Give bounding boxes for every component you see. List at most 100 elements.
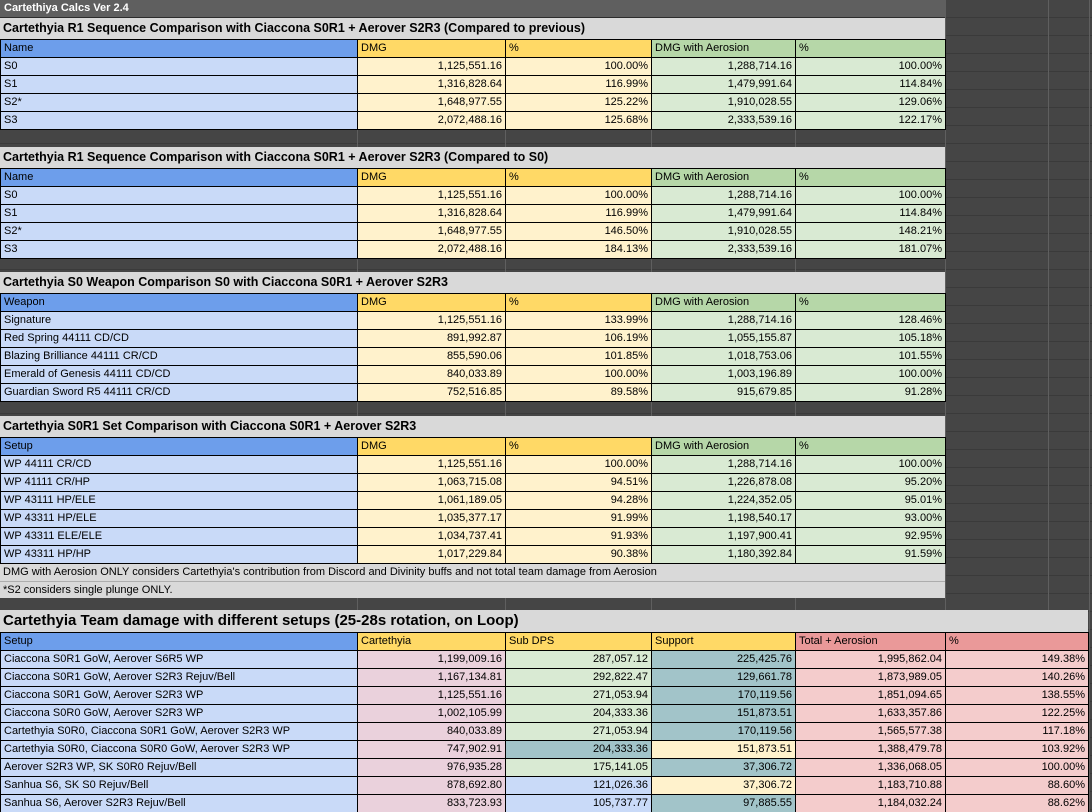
row-label-cell[interactable]: Sanhua S6, SK S0 Rejuv/Bell: [0, 776, 358, 795]
value-cell[interactable]: 1,565,577.38: [795, 722, 946, 741]
value-cell[interactable]: 1,336,068.05: [795, 758, 946, 777]
value-cell[interactable]: 106.19%: [505, 329, 652, 348]
value-cell[interactable]: 1,316,828.64: [357, 204, 506, 223]
column-header[interactable]: %: [945, 632, 1089, 651]
value-cell[interactable]: 91.59%: [795, 545, 946, 564]
value-cell[interactable]: 1,851,094.65: [795, 686, 946, 705]
value-cell[interactable]: 114.84%: [795, 75, 946, 94]
value-cell[interactable]: 204,333.36: [505, 704, 652, 723]
value-cell[interactable]: 88.60%: [945, 776, 1089, 795]
value-cell[interactable]: 91.99%: [505, 509, 652, 528]
value-cell[interactable]: 116.99%: [505, 75, 652, 94]
value-cell[interactable]: 128.46%: [795, 311, 946, 330]
row-label-cell[interactable]: S1: [0, 75, 358, 94]
column-header[interactable]: %: [795, 39, 946, 58]
value-cell[interactable]: 100.00%: [505, 186, 652, 205]
value-cell[interactable]: 148.21%: [795, 222, 946, 241]
value-cell[interactable]: 140.26%: [945, 668, 1089, 687]
value-cell[interactable]: 1,125,551.16: [357, 686, 506, 705]
value-cell[interactable]: 752,516.85: [357, 383, 506, 402]
value-cell[interactable]: 1,910,028.55: [651, 93, 796, 112]
row-label-cell[interactable]: WP 43111 HP/ELE: [0, 491, 358, 510]
value-cell[interactable]: 204,333.36: [505, 740, 652, 759]
value-cell[interactable]: 105.18%: [795, 329, 946, 348]
value-cell[interactable]: 100.00%: [505, 455, 652, 474]
value-cell[interactable]: 146.50%: [505, 222, 652, 241]
value-cell[interactable]: 181.07%: [795, 240, 946, 259]
table-title[interactable]: Cartethyia S0R1 Set Comparison with Ciac…: [0, 416, 945, 437]
value-cell[interactable]: 149.38%: [945, 650, 1089, 669]
table-title[interactable]: Cartethyia R1 Sequence Comparison with C…: [0, 18, 945, 39]
column-header[interactable]: DMG with Aerosion: [651, 437, 796, 456]
value-cell[interactable]: 103.92%: [945, 740, 1089, 759]
value-cell[interactable]: 292,822.47: [505, 668, 652, 687]
value-cell[interactable]: 122.17%: [795, 111, 946, 130]
value-cell[interactable]: 1,316,828.64: [357, 75, 506, 94]
value-cell[interactable]: 915,679.85: [651, 383, 796, 402]
value-cell[interactable]: 100.00%: [945, 758, 1089, 777]
value-cell[interactable]: 1,288,714.16: [651, 311, 796, 330]
value-cell[interactable]: 175,141.05: [505, 758, 652, 777]
value-cell[interactable]: 1,063,715.08: [357, 473, 506, 492]
row-label-cell[interactable]: WP 43311 HP/ELE: [0, 509, 358, 528]
value-cell[interactable]: 100.00%: [795, 57, 946, 76]
row-label-cell[interactable]: Red Spring 44111 CD/CD: [0, 329, 358, 348]
value-cell[interactable]: 1,633,357.86: [795, 704, 946, 723]
value-cell[interactable]: 1,035,377.17: [357, 509, 506, 528]
note-line[interactable]: *S2 considers single plunge ONLY.: [0, 581, 945, 598]
value-cell[interactable]: 833,723.93: [357, 794, 506, 812]
value-cell[interactable]: 287,057.12: [505, 650, 652, 669]
column-header[interactable]: DMG: [357, 437, 506, 456]
value-cell[interactable]: 97,885.55: [651, 794, 796, 812]
value-cell[interactable]: 891,992.87: [357, 329, 506, 348]
value-cell[interactable]: 1,184,032.24: [795, 794, 946, 812]
value-cell[interactable]: 1,197,900.41: [651, 527, 796, 546]
value-cell[interactable]: 95.20%: [795, 473, 946, 492]
value-cell[interactable]: 117.18%: [945, 722, 1089, 741]
column-header[interactable]: DMG with Aerosion: [651, 168, 796, 187]
value-cell[interactable]: 184.13%: [505, 240, 652, 259]
value-cell[interactable]: 125.68%: [505, 111, 652, 130]
value-cell[interactable]: 1,288,714.16: [651, 186, 796, 205]
value-cell[interactable]: 170,119.56: [651, 722, 796, 741]
value-cell[interactable]: 2,333,539.16: [651, 111, 796, 130]
value-cell[interactable]: 92.95%: [795, 527, 946, 546]
row-label-cell[interactable]: Blazing Brilliance 44111 CR/CD: [0, 347, 358, 366]
column-header[interactable]: DMG with Aerosion: [651, 39, 796, 58]
row-label-cell[interactable]: WP 41111 CR/HP: [0, 473, 358, 492]
value-cell[interactable]: 1,055,155.87: [651, 329, 796, 348]
value-cell[interactable]: 2,072,488.16: [357, 111, 506, 130]
row-label-cell[interactable]: S3: [0, 111, 358, 130]
row-label-cell[interactable]: S0: [0, 57, 358, 76]
row-label-cell[interactable]: Aerover S2R3 WP, SK S0R0 Rejuv/Bell: [0, 758, 358, 777]
value-cell[interactable]: 89.58%: [505, 383, 652, 402]
value-cell[interactable]: 138.55%: [945, 686, 1089, 705]
value-cell[interactable]: 1,018,753.06: [651, 347, 796, 366]
column-header[interactable]: %: [505, 39, 652, 58]
column-header[interactable]: Sub DPS: [505, 632, 652, 651]
row-label-cell[interactable]: S0: [0, 186, 358, 205]
column-header[interactable]: Setup: [0, 632, 358, 651]
row-label-cell[interactable]: WP 43311 ELE/ELE: [0, 527, 358, 546]
value-cell[interactable]: 122.25%: [945, 704, 1089, 723]
row-label-cell[interactable]: S3: [0, 240, 358, 259]
value-cell[interactable]: 91.28%: [795, 383, 946, 402]
value-cell[interactable]: 94.51%: [505, 473, 652, 492]
value-cell[interactable]: 125.22%: [505, 93, 652, 112]
row-label-cell[interactable]: Ciaccona S0R0 GoW, Aerover S2R3 WP: [0, 704, 358, 723]
row-label-cell[interactable]: Ciaccona S0R1 GoW, Aerover S6R5 WP: [0, 650, 358, 669]
column-header[interactable]: %: [795, 437, 946, 456]
value-cell[interactable]: 100.00%: [505, 365, 652, 384]
column-header[interactable]: DMG with Aerosion: [651, 293, 796, 312]
column-header[interactable]: %: [505, 168, 652, 187]
column-header[interactable]: Total + Aerosion: [795, 632, 946, 651]
value-cell[interactable]: 1,648,977.55: [357, 222, 506, 241]
value-cell[interactable]: 747,902.91: [357, 740, 506, 759]
column-header[interactable]: Name: [0, 39, 358, 58]
row-label-cell[interactable]: S1: [0, 204, 358, 223]
value-cell[interactable]: 151,873.51: [651, 704, 796, 723]
value-cell[interactable]: 271,053.94: [505, 722, 652, 741]
value-cell[interactable]: 1,995,862.04: [795, 650, 946, 669]
column-header[interactable]: %: [505, 437, 652, 456]
value-cell[interactable]: 1,034,737.41: [357, 527, 506, 546]
